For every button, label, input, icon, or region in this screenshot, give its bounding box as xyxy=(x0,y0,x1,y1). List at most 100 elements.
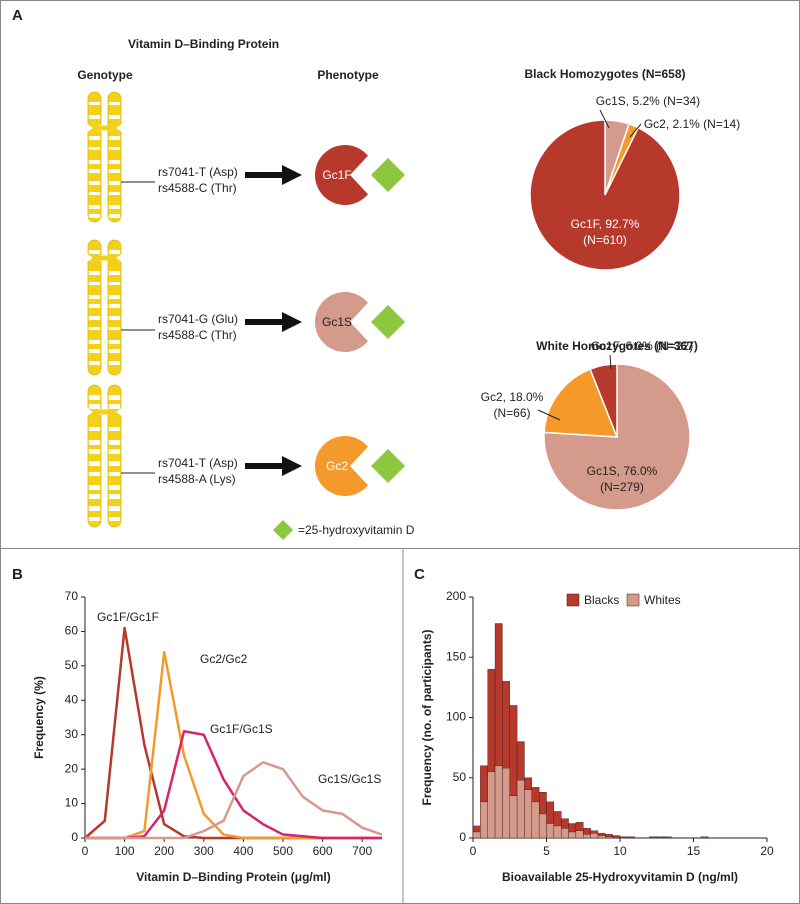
bar xyxy=(553,825,562,839)
centromere-link xyxy=(99,255,110,261)
bar xyxy=(516,779,525,839)
protein xyxy=(315,436,368,496)
chromosome-band xyxy=(88,250,101,254)
chromosome-band xyxy=(88,340,101,344)
x-tick-label: 700 xyxy=(352,844,372,858)
chromosome-band xyxy=(88,485,101,490)
y-tick-label: 30 xyxy=(65,727,79,741)
chromosome-band xyxy=(88,205,101,209)
vitamin-d xyxy=(371,305,405,339)
chromosome-band xyxy=(108,506,121,511)
chromatid xyxy=(107,91,122,223)
legend-label: Blacks xyxy=(584,593,619,607)
legend-diamond xyxy=(273,520,293,540)
vitamin-d xyxy=(371,449,405,483)
chromosome-band xyxy=(108,449,121,454)
bar xyxy=(531,801,540,839)
bar xyxy=(612,835,621,839)
pie-slice xyxy=(529,119,681,271)
x-tick-label: 5 xyxy=(543,844,550,858)
x-tick-label: 400 xyxy=(233,844,253,858)
chromosome-band xyxy=(88,115,101,119)
chromosome-band xyxy=(88,271,101,275)
chromosome-band xyxy=(108,147,121,150)
y-axis-label: Frequency (%) xyxy=(32,676,46,759)
data-label: Gc2, 2.1% (N=14) xyxy=(644,117,740,131)
bar xyxy=(502,767,510,839)
chromosome-band xyxy=(108,115,121,119)
pie-slice xyxy=(543,368,619,438)
chromosome-band xyxy=(108,517,121,521)
x-tick-label: 10 xyxy=(613,844,627,858)
leader-line xyxy=(629,123,642,138)
y-tick-label: 0 xyxy=(459,830,466,844)
x-tick-label: 0 xyxy=(470,844,477,858)
bar xyxy=(568,831,577,839)
chromosome-band xyxy=(108,282,121,285)
bar xyxy=(700,836,709,839)
bar xyxy=(597,835,606,839)
chromosome-band xyxy=(88,506,101,511)
chromosome-band xyxy=(108,494,121,499)
arrow xyxy=(245,456,302,476)
column-header: Genotype xyxy=(77,68,133,82)
snp-label: rs7041-T (Asp) xyxy=(158,165,238,179)
chromosome-band xyxy=(108,181,121,185)
data-label: Gc1F, 92.7% xyxy=(571,217,640,231)
chromosome-band xyxy=(88,404,101,409)
chromatid xyxy=(87,91,102,223)
x-tick-label: 0 xyxy=(82,844,89,858)
chromosome-band xyxy=(108,472,121,476)
bar xyxy=(583,834,591,839)
chromosome-band xyxy=(108,349,121,353)
chromosome-band xyxy=(88,349,101,353)
y-tick-label: 60 xyxy=(65,624,79,638)
chromosome-band xyxy=(88,181,101,185)
chromosome-band xyxy=(88,147,101,150)
data-label: (N=279) xyxy=(600,480,644,494)
snp-label: rs4588-C (Thr) xyxy=(158,328,237,342)
arrow xyxy=(245,312,302,332)
phenotype-label: Gc1F xyxy=(322,168,351,182)
bar xyxy=(494,765,503,839)
panel-label: A xyxy=(12,7,23,24)
chromosome-band xyxy=(88,461,101,466)
panel-title: Vitamin D–Binding Protein xyxy=(128,37,279,51)
chromosome-band xyxy=(88,214,101,218)
legend-text: =25-hydroxyvitamin D xyxy=(298,523,415,537)
chromosome-band xyxy=(108,169,121,173)
pie-slice xyxy=(589,363,618,438)
y-tick-label: 70 xyxy=(65,589,79,603)
bar xyxy=(561,828,569,839)
y-tick-label: 10 xyxy=(65,796,79,810)
y-axis-label: Frequency (no. of participants) xyxy=(420,629,434,805)
column-header: Phenotype xyxy=(317,68,379,82)
arrow xyxy=(245,165,302,185)
chromosome-band xyxy=(88,395,101,400)
chromosome-band xyxy=(108,192,121,195)
x-tick-label: 200 xyxy=(154,844,174,858)
chromosome-band xyxy=(88,427,101,431)
chromosome-band xyxy=(88,102,101,105)
data-label: Gc1F, 6.0% (N=22) xyxy=(591,339,693,353)
x-tick-label: 20 xyxy=(760,844,774,858)
chromosome-band xyxy=(88,160,101,164)
chromosome-band xyxy=(88,517,101,521)
centromere-link xyxy=(99,409,110,415)
x-tick-label: 300 xyxy=(194,844,214,858)
bar xyxy=(590,832,599,839)
chromosome-band xyxy=(88,304,101,308)
data-label: (N=66) xyxy=(493,406,530,420)
chromosome-band xyxy=(108,427,121,431)
bar xyxy=(649,836,657,839)
x-tick-label: 500 xyxy=(273,844,293,858)
chromosome-band xyxy=(108,295,121,299)
legend-swatch xyxy=(626,593,640,607)
chromosome-band xyxy=(108,404,121,409)
vitamin-d xyxy=(371,158,405,192)
bar xyxy=(480,801,488,839)
x-tick-label: 100 xyxy=(115,844,135,858)
series-line xyxy=(85,650,382,840)
